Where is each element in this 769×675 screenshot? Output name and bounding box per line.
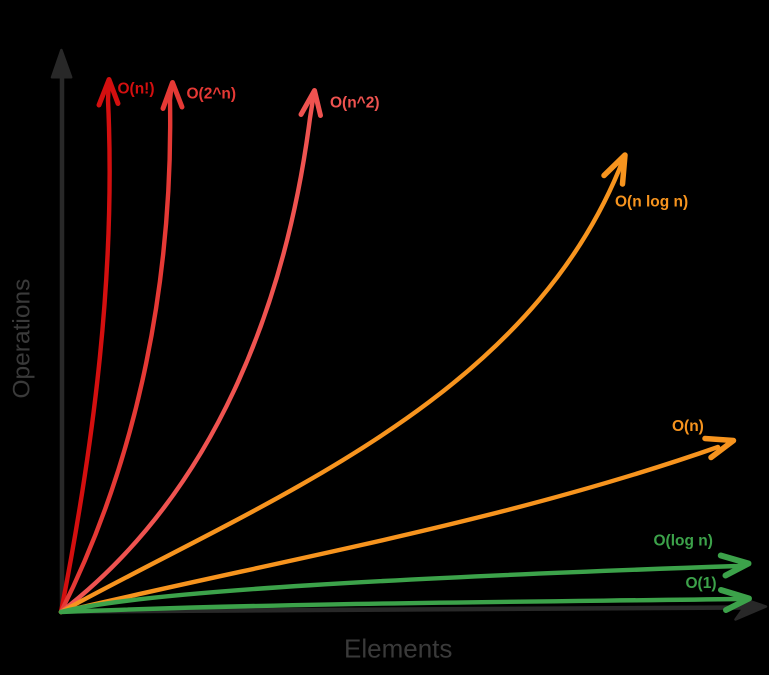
svg-text:O(log n): O(log n) <box>654 533 713 550</box>
svg-text:Operations: Operations <box>9 279 36 399</box>
svg-text:O(n!): O(n!) <box>118 81 155 98</box>
svg-text:O(2^n): O(2^n) <box>187 86 237 103</box>
svg-text:O(n log n): O(n log n) <box>615 194 688 211</box>
svg-text:O(1): O(1) <box>686 575 717 592</box>
svg-text:O(n^2): O(n^2) <box>330 95 380 112</box>
svg-text:Elements: Elements <box>344 634 452 664</box>
svg-text:O(n): O(n) <box>672 418 704 435</box>
